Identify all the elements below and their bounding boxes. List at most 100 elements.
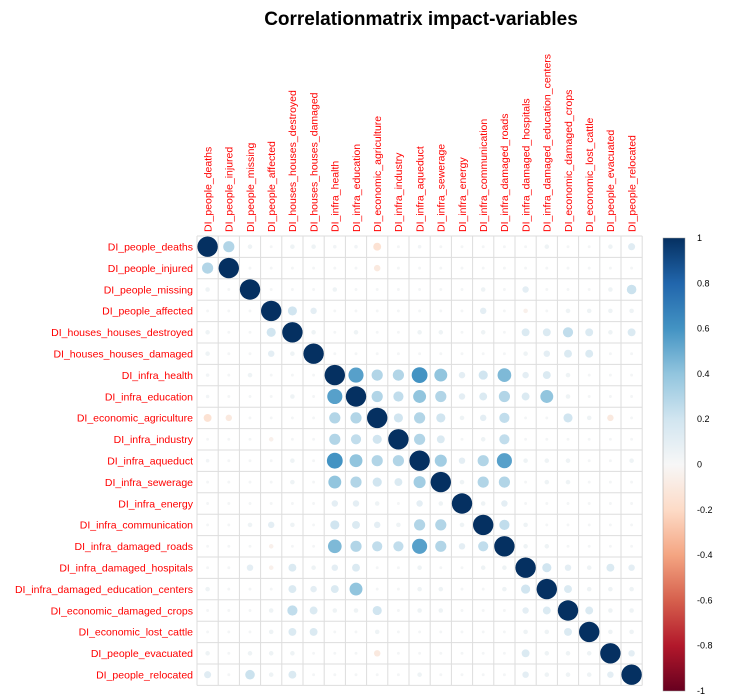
corr-circle — [367, 407, 388, 429]
corr-circle — [312, 651, 316, 655]
corr-circle — [248, 309, 252, 313]
corr-circle — [290, 244, 295, 249]
corr-circle — [227, 544, 231, 548]
corr-circle — [608, 395, 612, 398]
corr-circle — [460, 609, 464, 612]
corr-circle — [248, 587, 252, 591]
corr-circle — [418, 352, 422, 356]
corr-circle — [565, 479, 571, 485]
corr-circle — [290, 479, 295, 485]
column-label: DI_infra_sewerage — [436, 144, 448, 232]
corr-circle — [268, 672, 274, 677]
corr-circle — [418, 309, 422, 313]
corr-circle — [393, 541, 404, 552]
corr-circle — [205, 651, 210, 656]
corr-circle — [479, 392, 488, 401]
corr-circle — [227, 523, 231, 527]
corr-circle — [269, 395, 273, 398]
corr-circle — [501, 500, 508, 507]
corr-circle — [606, 563, 615, 572]
corr-circle — [413, 476, 426, 489]
corr-circle — [349, 582, 363, 596]
corr-circle — [460, 352, 464, 356]
corr-circle — [502, 586, 507, 592]
corr-circle — [227, 609, 231, 612]
corr-circle — [417, 608, 422, 613]
corr-circle — [327, 539, 342, 554]
corr-circle — [460, 288, 464, 291]
corr-circle — [460, 437, 464, 441]
corr-circle — [536, 578, 557, 600]
corr-circle — [439, 651, 443, 655]
corr-circle — [393, 391, 404, 402]
corr-circle — [248, 502, 252, 505]
corr-circle — [630, 437, 634, 441]
corr-circle — [430, 471, 451, 493]
corr-circle — [608, 523, 612, 527]
row-label: DI_infra_damaged_hospitals — [59, 563, 193, 575]
row-label: DI_infra_aqueduct — [107, 456, 193, 468]
corr-circle — [564, 585, 572, 594]
corr-circle — [565, 458, 571, 463]
corr-circle — [607, 671, 614, 678]
corr-circle — [327, 388, 343, 405]
corr-circle — [373, 650, 381, 657]
row-label: DI_economic_damaged_crops — [51, 605, 193, 617]
colorbar-tick-label: 0.6 — [697, 324, 710, 334]
corr-circle — [522, 607, 529, 614]
corr-circle — [566, 245, 570, 249]
corr-circle — [502, 651, 506, 655]
corr-circle — [396, 266, 400, 270]
corr-circle — [543, 350, 551, 357]
corr-circle — [523, 458, 528, 463]
corr-circle — [248, 459, 252, 463]
corr-circle — [288, 627, 297, 636]
corr-circle — [629, 458, 634, 463]
corr-circle — [396, 502, 400, 505]
corr-circle — [374, 501, 380, 506]
corr-circle — [566, 288, 570, 291]
row-label: DI_infra_communication — [80, 520, 193, 532]
corr-circle — [435, 390, 447, 403]
corr-circle — [330, 585, 339, 594]
corr-circle — [350, 540, 362, 552]
row-label: DI_infra_damaged_roads — [75, 541, 194, 553]
corr-circle — [352, 520, 360, 529]
corr-circle — [498, 476, 510, 488]
corr-circle — [205, 586, 210, 592]
corr-circle — [388, 429, 409, 450]
corr-circle — [438, 608, 444, 613]
corr-circle — [436, 435, 445, 444]
corr-circle — [287, 306, 297, 316]
corr-circle — [544, 244, 550, 249]
corr-circle — [290, 373, 294, 377]
corr-circle — [418, 630, 422, 634]
corr-circle — [523, 351, 528, 356]
column-label: DI_economic_damaged_crops — [563, 90, 575, 232]
corr-circle — [460, 309, 464, 313]
corr-circle — [621, 664, 642, 685]
corr-circle — [477, 476, 489, 488]
corr-circle — [524, 245, 528, 249]
corr-circle — [481, 673, 485, 677]
corr-circle — [290, 416, 294, 420]
corr-circle — [417, 330, 422, 335]
corr-circle — [248, 544, 252, 548]
corr-circle — [205, 287, 210, 292]
corr-circle — [542, 371, 551, 380]
corr-circle — [409, 450, 430, 471]
corr-circle — [545, 309, 549, 313]
column-label: DI_infra_damaged_hospitals — [520, 98, 532, 232]
corr-circle — [290, 522, 295, 528]
corr-circle — [354, 309, 358, 313]
corr-circle — [545, 416, 549, 420]
colorbar-tick-label: -0.2 — [697, 505, 713, 515]
corr-circle — [586, 308, 592, 314]
corr-circle — [608, 608, 613, 613]
corr-circle — [565, 394, 571, 399]
corr-circle — [587, 437, 591, 441]
corr-circle — [354, 651, 358, 655]
corr-circle — [630, 352, 634, 356]
corr-circle — [311, 565, 316, 570]
corr-circle — [290, 351, 295, 356]
